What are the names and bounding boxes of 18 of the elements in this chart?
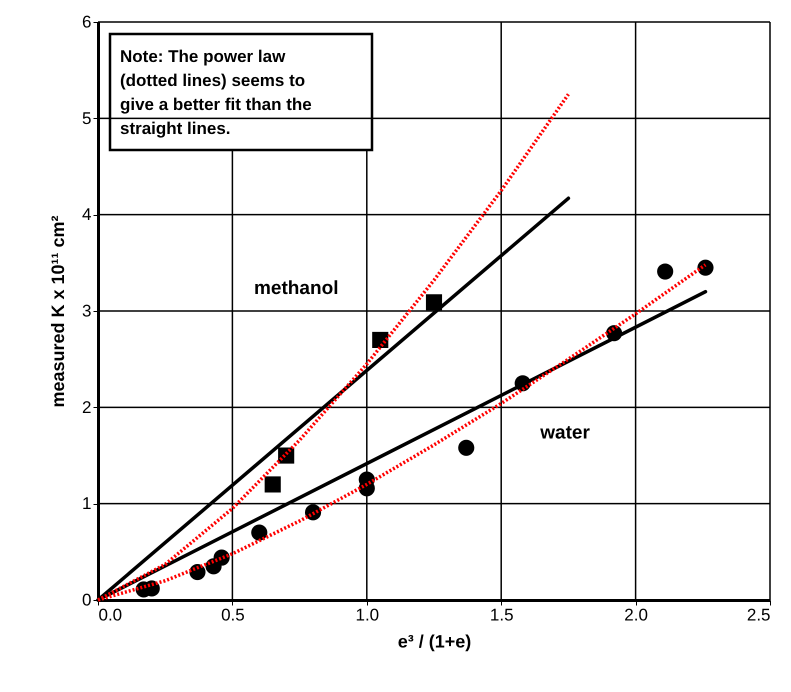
y-tick-label: 1 (82, 494, 92, 514)
y-tick-label: 6 (82, 12, 92, 32)
y-tick-label: 5 (82, 108, 92, 128)
x-tick-label: 0.0 (98, 606, 122, 624)
annotation: Note: The power law (dotted lines) seems to give a better fit than the straight lines. (120, 47, 312, 138)
y-tick-label: 3 (82, 302, 92, 320)
y-tick-label: 2 (82, 398, 92, 417)
x-tick-label: 0.5 (221, 606, 245, 624)
x-tick-label: 1.0 (355, 606, 380, 624)
x-axis-title: e³ / (1+e) (398, 632, 472, 652)
y-tick-label: 0 (82, 590, 92, 610)
annotation: methanol (254, 278, 338, 299)
x-tick-label: 2.5 (746, 606, 770, 624)
y-tick-label: 4 (82, 205, 92, 224)
x-tick-label: 2.0 (624, 606, 648, 624)
x-tick-label: 1.5 (490, 606, 514, 624)
y-axis-title: measured K x 10¹¹ cm² (48, 215, 68, 408)
annotation: water (539, 422, 590, 444)
